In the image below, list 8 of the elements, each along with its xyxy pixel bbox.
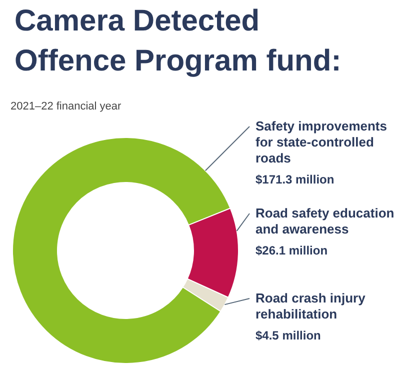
slice-label: Road safety education and awareness (256, 206, 394, 236)
chart-subtitle: 2021–22 financial year (10, 100, 122, 112)
slice-label: Safety improvements for state-controlled roads (256, 118, 387, 166)
data-label: $171.3 million (256, 172, 334, 186)
chart-title: Camera Detected Offence Program fund: (14, 4, 342, 78)
data-label: $26.1 million (256, 244, 328, 258)
data-label: $4.5 million (256, 328, 321, 342)
slice-label: Road crash injury rehabilitation (256, 290, 366, 322)
